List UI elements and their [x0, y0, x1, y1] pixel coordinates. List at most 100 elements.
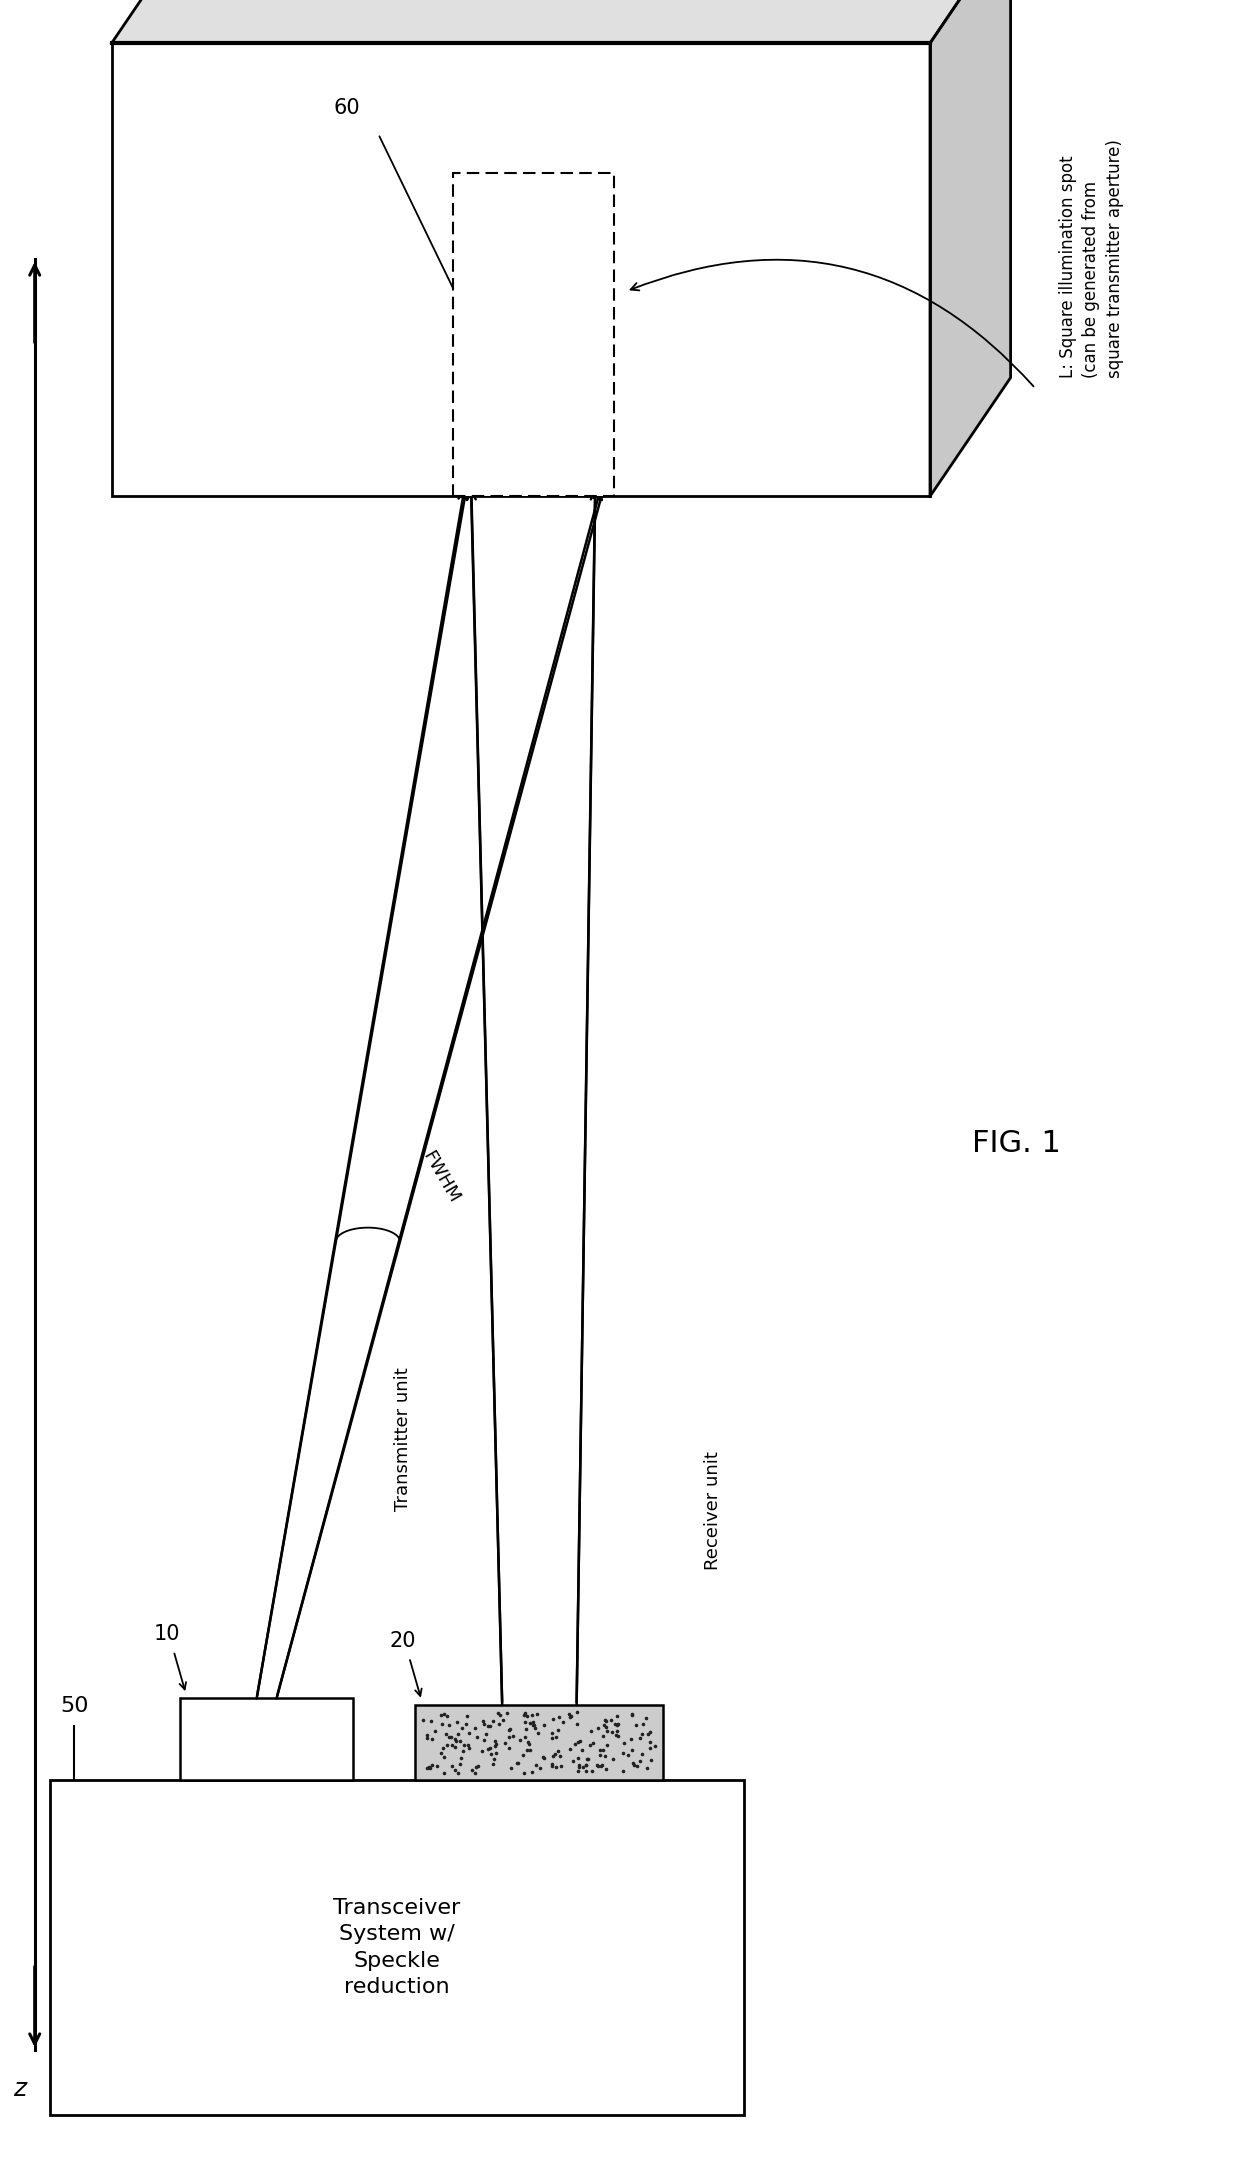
- Point: [569, 1750, 589, 1785]
- Bar: [453, 173, 614, 496]
- Point: [632, 1737, 652, 1772]
- Point: [417, 1720, 436, 1754]
- Point: [618, 1737, 637, 1772]
- Point: [441, 1748, 461, 1783]
- Text: 60: 60: [334, 97, 361, 119]
- Point: [420, 1750, 440, 1785]
- Point: [595, 1703, 615, 1737]
- Point: [443, 1726, 463, 1761]
- Point: [637, 1750, 657, 1785]
- Point: [608, 1718, 627, 1752]
- Point: [459, 1716, 479, 1750]
- Point: [564, 1726, 584, 1761]
- Point: [526, 1748, 546, 1783]
- Point: [448, 1705, 467, 1739]
- Point: [553, 1705, 573, 1739]
- Point: [482, 1705, 502, 1739]
- Bar: [50, 1780, 744, 2115]
- Point: [640, 1731, 660, 1765]
- Point: [613, 1752, 632, 1787]
- Point: [614, 1737, 634, 1772]
- Point: [445, 1724, 465, 1759]
- Point: [436, 1698, 456, 1733]
- Point: [646, 1729, 666, 1763]
- Point: [608, 1713, 627, 1748]
- Point: [438, 1726, 458, 1761]
- Point: [546, 1750, 565, 1785]
- Point: [422, 1703, 441, 1737]
- Point: [622, 1746, 642, 1780]
- Point: [632, 1718, 652, 1752]
- Point: [498, 1720, 518, 1754]
- Point: [604, 1742, 624, 1776]
- Point: [577, 1742, 596, 1776]
- Point: [515, 1698, 534, 1733]
- Point: [517, 1698, 537, 1733]
- Point: [575, 1748, 595, 1783]
- Point: [501, 1750, 521, 1785]
- Point: [417, 1750, 436, 1785]
- Point: [626, 1707, 646, 1742]
- Point: [559, 1696, 579, 1731]
- Point: [632, 1707, 652, 1742]
- Point: [433, 1731, 453, 1765]
- Point: [432, 1698, 451, 1733]
- Point: [436, 1718, 456, 1752]
- Point: [563, 1744, 583, 1778]
- Point: [636, 1701, 656, 1735]
- Point: [490, 1707, 510, 1742]
- Point: [594, 1707, 614, 1742]
- Text: L: Square illumination spot
(can be generated from
square transmitter aperture): L: Square illumination spot (can be gene…: [1059, 140, 1123, 378]
- Point: [575, 1752, 595, 1787]
- Point: [595, 1739, 615, 1774]
- Point: [567, 1707, 587, 1742]
- Point: [526, 1711, 546, 1746]
- Point: [510, 1722, 529, 1757]
- Point: [608, 1707, 627, 1742]
- Point: [542, 1716, 562, 1750]
- Point: [515, 1720, 534, 1754]
- Point: [508, 1746, 528, 1780]
- Point: [475, 1722, 495, 1757]
- Point: [448, 1718, 467, 1752]
- Point: [466, 1720, 486, 1754]
- Point: [598, 1729, 618, 1763]
- Point: [614, 1724, 634, 1759]
- Point: [568, 1694, 588, 1729]
- Point: [582, 1754, 601, 1789]
- Text: Transmitter unit: Transmitter unit: [394, 1368, 412, 1511]
- Text: z: z: [14, 2076, 26, 2102]
- Point: [474, 1703, 494, 1737]
- Point: [527, 1696, 547, 1731]
- Point: [466, 1750, 486, 1785]
- Point: [413, 1703, 433, 1737]
- Point: [445, 1731, 465, 1765]
- Point: [594, 1733, 614, 1767]
- Point: [459, 1731, 479, 1765]
- Text: Receiver unit: Receiver unit: [704, 1450, 722, 1571]
- Point: [621, 1722, 641, 1757]
- Point: [450, 1746, 470, 1780]
- Point: [588, 1711, 608, 1746]
- Point: [640, 1716, 660, 1750]
- Point: [596, 1713, 616, 1748]
- Point: [548, 1733, 568, 1767]
- Point: [621, 1733, 641, 1767]
- Point: [450, 1724, 470, 1759]
- Point: [427, 1748, 446, 1783]
- Point: [515, 1754, 534, 1789]
- Point: [595, 1709, 615, 1744]
- Point: [520, 1705, 539, 1739]
- Point: [490, 1698, 510, 1733]
- Point: [489, 1696, 508, 1731]
- Point: [516, 1711, 536, 1746]
- Point: [439, 1720, 459, 1754]
- Point: [542, 1746, 562, 1780]
- Point: [480, 1731, 500, 1765]
- Point: [523, 1705, 543, 1739]
- Point: [485, 1729, 505, 1763]
- Point: [440, 1720, 460, 1754]
- Point: [498, 1731, 518, 1765]
- Point: [422, 1722, 441, 1757]
- Point: [591, 1748, 611, 1783]
